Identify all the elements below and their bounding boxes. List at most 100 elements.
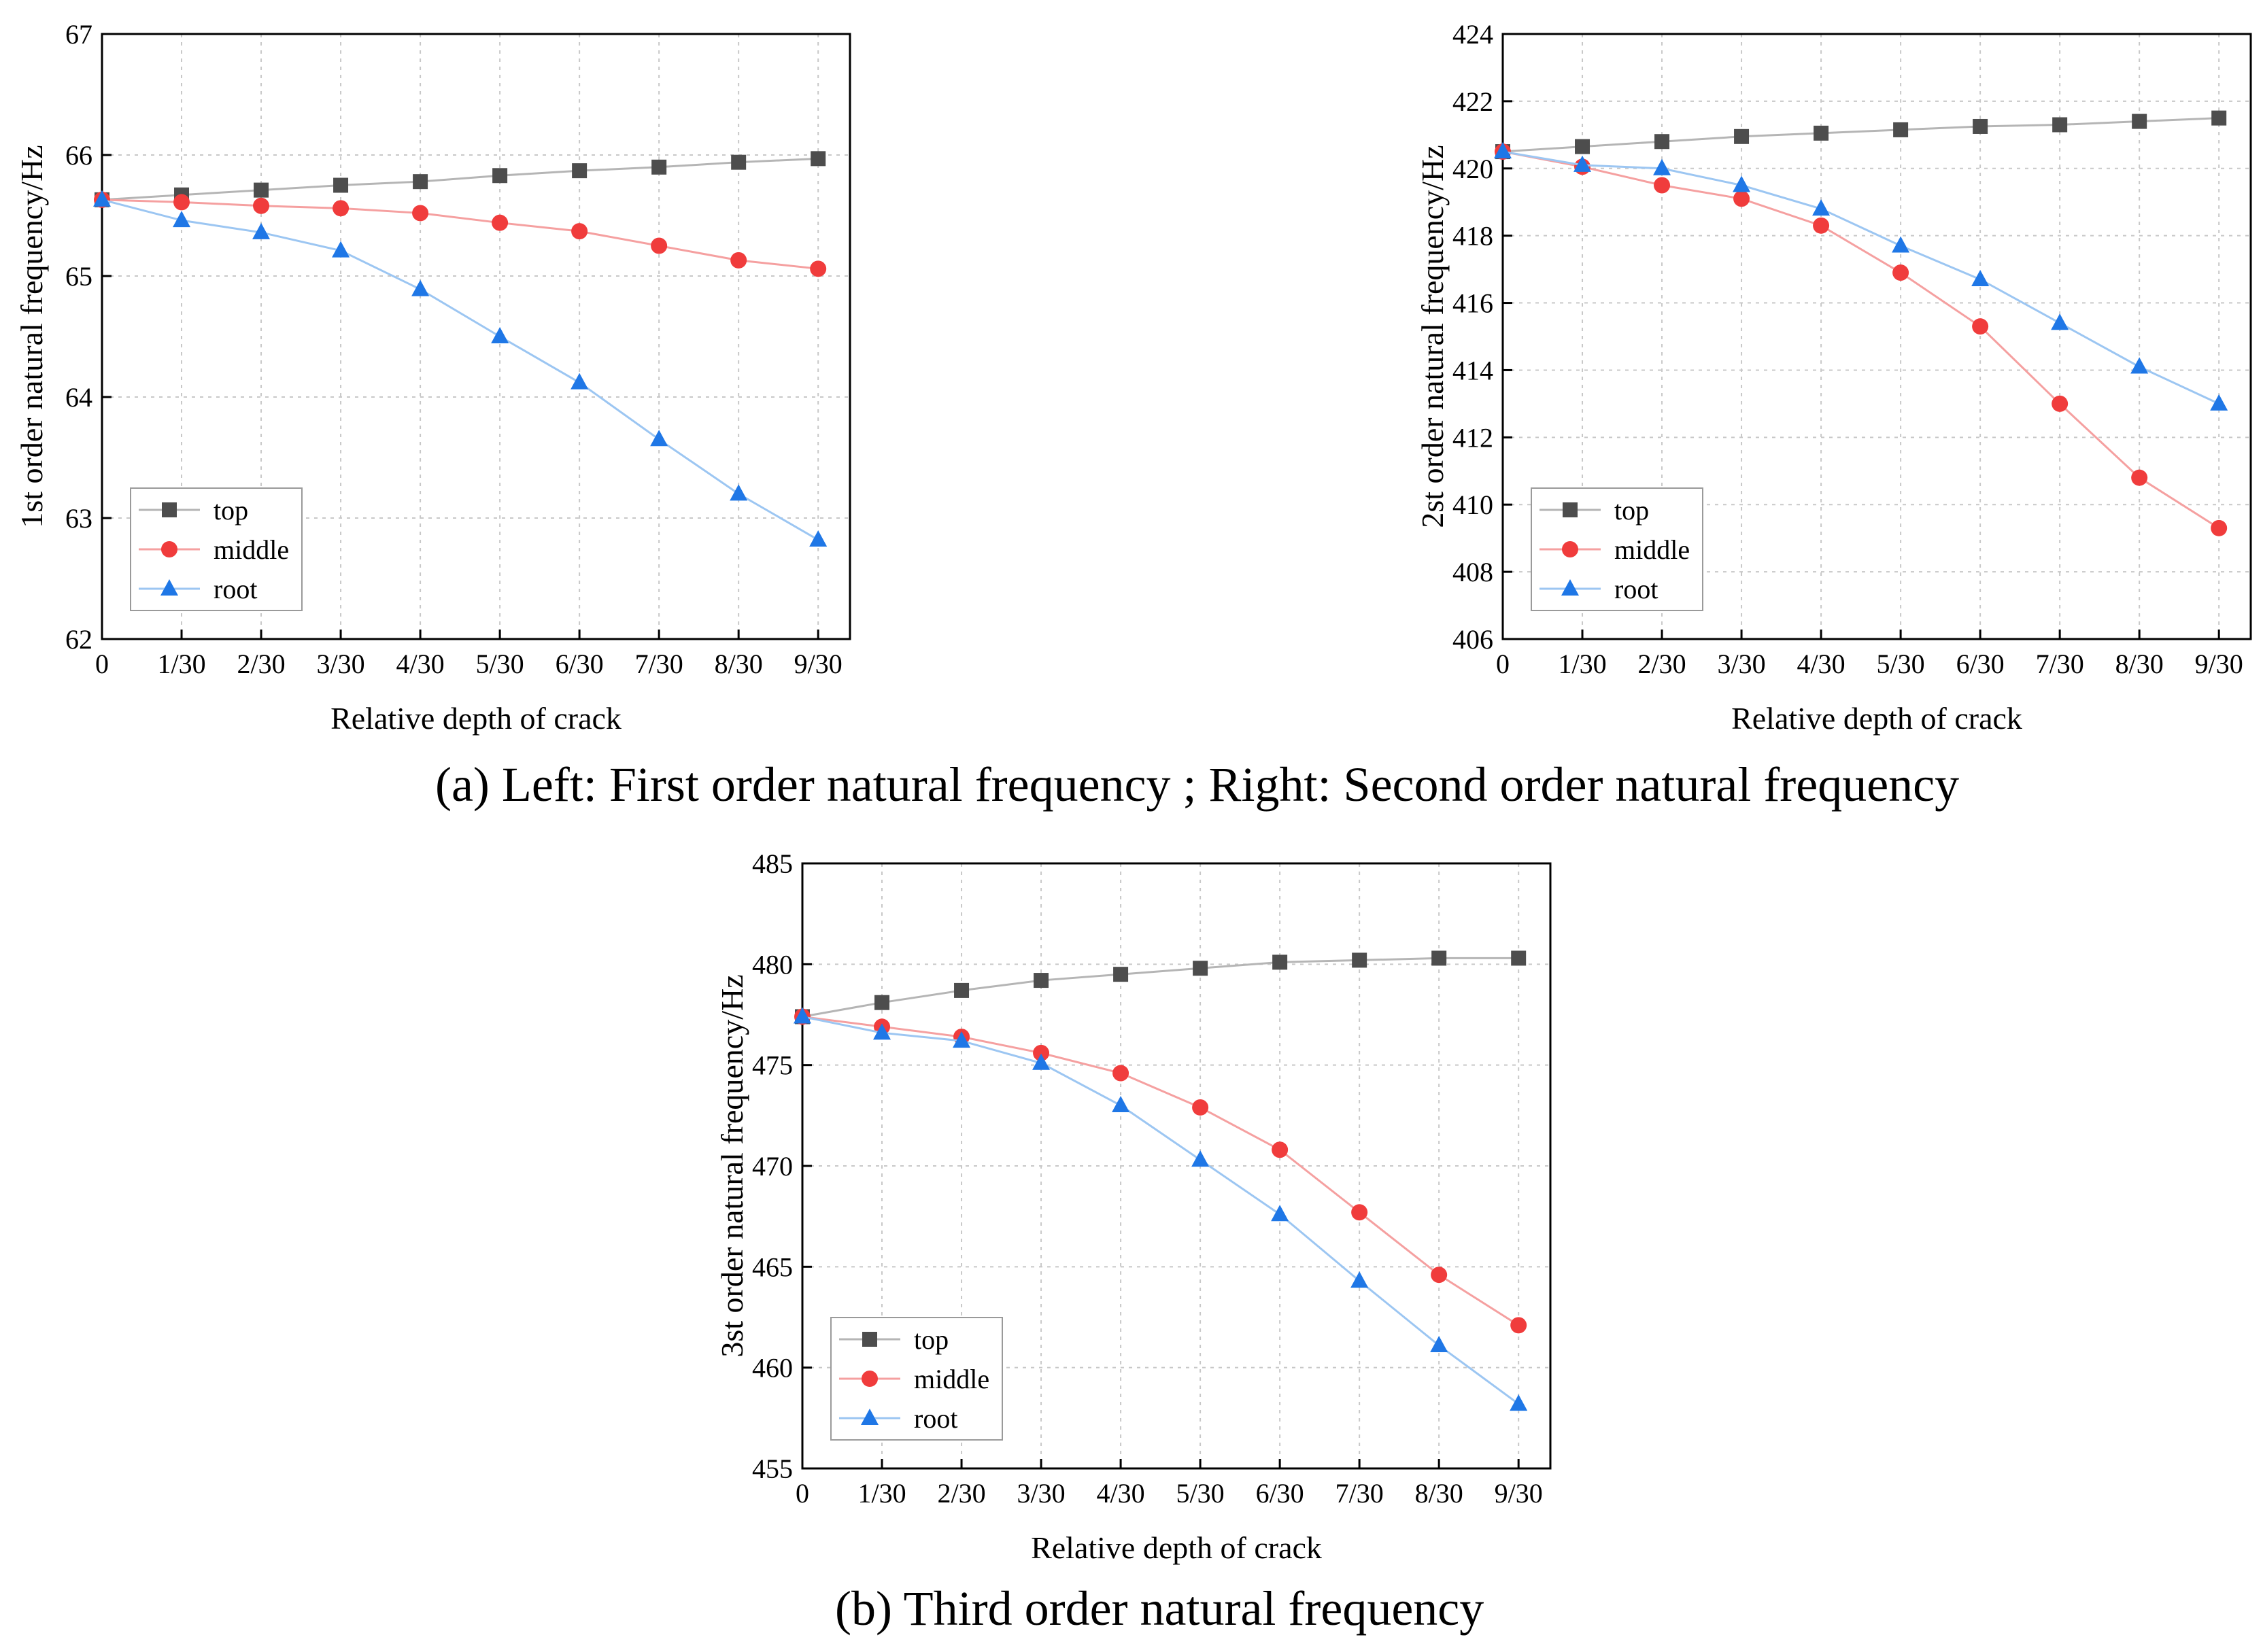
legend-marker-middle <box>1562 541 1578 557</box>
data-point-top <box>811 151 826 167</box>
data-point-root <box>794 1007 811 1024</box>
data-point-middle <box>492 214 509 231</box>
data-point-root <box>1494 142 1512 159</box>
x-axis-title: Relative depth of crack <box>330 701 622 736</box>
x-tick-label: 4/30 <box>396 649 445 679</box>
data-point-top <box>1575 139 1590 154</box>
data-point-middle <box>2211 519 2228 536</box>
data-point-root <box>1510 1394 1528 1411</box>
x-tick-label: 3/30 <box>1718 649 1766 679</box>
y-axis-title: 1st order natural frequency/Hz <box>14 145 49 528</box>
series-root <box>1494 142 2228 411</box>
legend-marker-root <box>1561 579 1579 596</box>
data-point-root <box>332 241 350 258</box>
data-point-middle <box>412 205 429 222</box>
data-point-top <box>2052 117 2068 133</box>
legend-box <box>1531 487 1703 611</box>
y-tick-label: 470 <box>752 1151 793 1182</box>
legend-marker-root <box>160 579 178 596</box>
data-point-middle <box>1733 190 1750 207</box>
y-tick-label: 65 <box>65 261 92 292</box>
y-tick-label: 480 <box>752 949 793 980</box>
data-point-top <box>1193 961 1208 976</box>
legend-label-middle: middle <box>1614 534 1690 565</box>
legend-label-root: root <box>1614 574 1658 604</box>
legend-label-top: top <box>1614 495 1649 526</box>
data-point-middle <box>651 237 668 254</box>
data-point-top <box>254 182 269 198</box>
y-tick-label: 485 <box>752 848 793 879</box>
y-axis-title: 2st order natural frequency/Hz <box>1415 145 1450 528</box>
x-tick-label: 8/30 <box>2115 649 2164 679</box>
data-point-root <box>173 211 191 228</box>
series-line-top <box>802 957 1519 1018</box>
y-tick-label: 66 <box>65 140 92 171</box>
x-tick-label: 0 <box>796 1478 809 1509</box>
data-point-top <box>731 154 747 170</box>
data-point-middle <box>253 197 270 214</box>
data-point-top <box>2211 110 2227 126</box>
x-tick-label: 6/30 <box>1256 1478 1304 1509</box>
chart-first-order: 0 1/30 2/30 3/30 4/30 5/30 6/30 7/30 8/30 9/30 62 6… <box>14 19 851 736</box>
data-point-middle <box>1972 318 1989 335</box>
x-tick-label: 8/30 <box>715 649 763 679</box>
y-tick-label: 455 <box>752 1453 793 1484</box>
data-point-root <box>730 484 748 501</box>
x-tick-label: 3/30 <box>1017 1478 1066 1509</box>
y-tick-label: 418 <box>1452 221 1493 252</box>
data-point-root <box>93 190 111 207</box>
data-point-middle <box>1510 1317 1527 1334</box>
x-tick-label: 2/30 <box>1637 649 1686 679</box>
data-point-root <box>953 1031 971 1048</box>
data-point-top <box>1034 973 1049 988</box>
chart-third-order: 0 1/30 2/30 3/30 4/30 5/30 6/30 7/30 8/30 9/30 455… <box>715 848 1552 1565</box>
series-root <box>794 1007 1528 1411</box>
data-point-root <box>1573 155 1592 172</box>
x-tick-label: 4/30 <box>1797 649 1845 679</box>
series-line-middle <box>802 1015 1519 1326</box>
data-point-top <box>2132 114 2147 129</box>
y-tick-label: 416 <box>1452 288 1493 319</box>
legend-label-root: root <box>214 574 257 604</box>
y-axis-title: 3st order natural frequency/Hz <box>715 974 749 1357</box>
data-point-root <box>2210 394 2228 411</box>
data-point-root <box>1653 158 1671 175</box>
x-tick-label: 5/30 <box>476 649 524 679</box>
data-point-root <box>1350 1271 1369 1288</box>
data-point-root <box>411 279 430 296</box>
axes-frame <box>101 33 851 640</box>
data-point-top <box>1113 967 1129 982</box>
data-point-middle <box>1892 264 1909 281</box>
x-tick-label: 0 <box>1496 649 1510 679</box>
x-axis-title: Relative depth of crack <box>1031 1530 1322 1565</box>
y-tick-label: 414 <box>1452 355 1493 385</box>
x-tick-label: 1/30 <box>1558 649 1606 679</box>
data-point-root <box>2130 357 2149 374</box>
y-tick-label: 465 <box>752 1252 793 1282</box>
data-point-root <box>650 430 668 447</box>
legend: top middle root <box>130 487 303 611</box>
series-line-root <box>101 199 819 541</box>
chart-second-order: 0 1/30 2/30 3/30 4/30 5/30 6/30 7/30 8/30 9/30 406… <box>1415 19 2252 736</box>
series-top <box>795 950 1527 1025</box>
legend-label-middle: middle <box>914 1364 989 1394</box>
data-point-root <box>873 1023 891 1040</box>
data-point-root <box>571 373 589 390</box>
data-point-middle <box>1654 177 1671 194</box>
x-tick-label: 2/30 <box>237 649 285 679</box>
series-line-middle <box>1502 150 2219 530</box>
data-point-root <box>1733 175 1751 192</box>
legend-label-middle: middle <box>214 534 289 565</box>
x-tick-label: 5/30 <box>1176 1478 1225 1509</box>
y-tick-label: 62 <box>65 624 92 655</box>
x-tick-label: 2/30 <box>937 1478 985 1509</box>
series-line-root <box>1502 150 2219 405</box>
data-point-root <box>809 530 828 547</box>
data-point-middle <box>1431 1267 1448 1284</box>
x-tick-label: 7/30 <box>1335 1478 1384 1509</box>
y-tick-label: 475 <box>752 1050 793 1081</box>
data-point-root <box>1191 1150 1210 1167</box>
legend: top middle root <box>830 1317 1003 1441</box>
data-point-middle <box>1351 1204 1368 1221</box>
x-tick-label: 8/30 <box>1415 1478 1463 1509</box>
